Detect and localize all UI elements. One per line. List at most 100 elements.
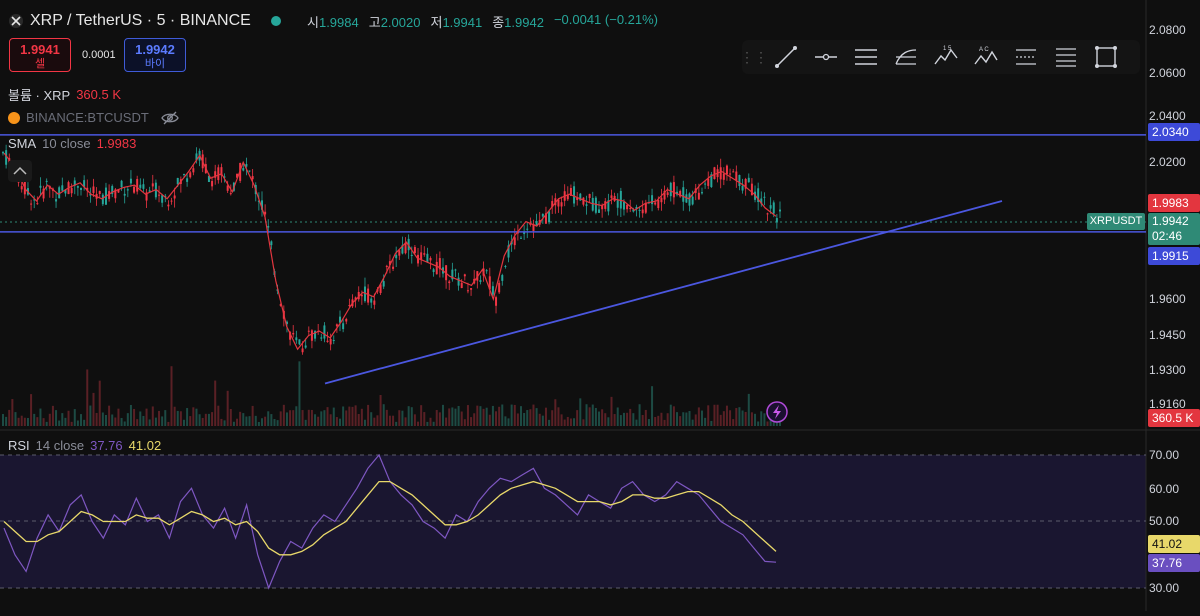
volume-bar — [448, 408, 451, 426]
volume-bar — [58, 420, 61, 426]
volume-bar — [360, 408, 363, 426]
candle-body — [332, 340, 335, 342]
sell-button[interactable]: 1.9941 셀 — [9, 38, 71, 72]
volume-bar — [747, 393, 750, 426]
volume-bar — [167, 421, 170, 426]
candle-body — [126, 189, 129, 191]
volume-bar — [591, 404, 594, 426]
volume-bar — [410, 407, 413, 426]
volume-bar — [195, 408, 198, 426]
candle-body — [526, 228, 529, 230]
date-range-tool[interactable] — [1006, 40, 1046, 74]
candle-body — [89, 194, 92, 196]
volume-bar — [151, 406, 154, 426]
candle-body — [220, 167, 223, 176]
candle-body — [488, 276, 491, 290]
volume-bar — [67, 410, 70, 426]
candle-body — [744, 178, 747, 189]
candle-body — [763, 196, 766, 198]
abcd-pattern-tool[interactable]: A C — [966, 40, 1006, 74]
candle-body — [700, 192, 703, 194]
volume-bar — [276, 420, 279, 426]
collapse-button[interactable] — [8, 160, 32, 182]
volume-bar — [42, 418, 45, 426]
candle-body — [735, 171, 738, 181]
volume-bar — [501, 404, 504, 426]
candle-body — [632, 209, 635, 212]
candle-body — [644, 203, 647, 213]
volume-bar — [83, 419, 86, 426]
candle-body — [573, 186, 576, 204]
rsi-legend[interactable]: RSI 14 close 37.76 41.02 — [8, 438, 162, 453]
candle-body — [466, 290, 469, 292]
volume-bar — [660, 412, 663, 426]
candle-body — [80, 187, 83, 190]
volume-bar — [520, 406, 522, 426]
elliott-wave-tool[interactable]: 1 5 — [926, 40, 966, 74]
volume-bar — [644, 409, 647, 426]
volume-bar — [295, 406, 298, 426]
candle-body — [189, 172, 192, 178]
candle-body — [33, 199, 36, 201]
volume-bar — [120, 417, 123, 426]
candle-body — [236, 173, 239, 178]
candle-body — [164, 195, 167, 197]
candle-body — [285, 321, 288, 325]
price-axis-label: 1.9300 — [1149, 363, 1186, 377]
volume-bar — [388, 415, 391, 426]
candle-body — [520, 237, 522, 239]
volume-bar — [413, 414, 416, 426]
price-axis-label: 2.0800 — [1149, 23, 1186, 37]
volume-legend[interactable]: 볼륨 · XRP 360.5 K — [8, 87, 122, 103]
eye-hidden-icon[interactable] — [161, 111, 179, 125]
parallel-channel-tool[interactable] — [846, 40, 886, 74]
ascending-trendline[interactable] — [324, 200, 1003, 385]
volume-bar — [217, 405, 220, 426]
volume-bar — [473, 413, 476, 426]
candle-body — [329, 338, 332, 345]
volume-bar — [682, 412, 685, 426]
candle-body — [485, 270, 488, 272]
candle-body — [64, 189, 67, 194]
candle-body — [432, 269, 435, 273]
candle-body — [613, 195, 616, 201]
buy-button[interactable]: 1.9942 바이 — [124, 38, 186, 72]
volume-bar — [610, 396, 613, 426]
volume-bar — [55, 410, 58, 426]
drag-handle-icon[interactable]: ⋮⋮ — [740, 48, 768, 65]
candle-body — [507, 245, 510, 258]
candle-body — [245, 164, 248, 167]
candle-body — [429, 257, 432, 261]
candle-body — [295, 337, 298, 341]
candle-body — [42, 188, 45, 199]
volume-bar — [713, 404, 716, 426]
price-range-tool[interactable] — [1046, 40, 1086, 74]
price-axis-label: 1.9600 — [1149, 292, 1186, 306]
compare-legend[interactable]: BINANCE:BTCUSDT — [8, 110, 179, 125]
candle-body — [92, 186, 95, 193]
symbol-tag: XRPUSDT — [1087, 213, 1145, 230]
volume-bar — [329, 414, 332, 426]
volume-bar — [725, 405, 728, 426]
candle-body — [641, 209, 644, 214]
trend-line-tool[interactable] — [766, 40, 806, 74]
candle-body — [133, 186, 136, 193]
volume-bar — [694, 414, 697, 426]
volume-bar — [226, 390, 229, 426]
volume-bar — [401, 410, 404, 426]
volume-bar — [182, 419, 185, 426]
volume-bar — [404, 417, 407, 426]
symbol-title[interactable]: XRP / TetherUS · 5 · BINANCE — [30, 12, 251, 29]
candle-body — [423, 253, 426, 255]
sma-legend[interactable]: SMA 10 close 1.9983 — [8, 136, 137, 151]
candle-body — [142, 184, 145, 189]
fib-retracement-tool[interactable] — [886, 40, 926, 74]
volume-bar — [629, 408, 632, 426]
horizontal-ray-tool[interactable] — [806, 40, 846, 74]
rectangle-tool[interactable] — [1086, 40, 1126, 74]
volume-bar — [688, 411, 691, 426]
rsi-axis-label: 60.00 — [1149, 482, 1180, 496]
volume-bar — [264, 416, 267, 426]
